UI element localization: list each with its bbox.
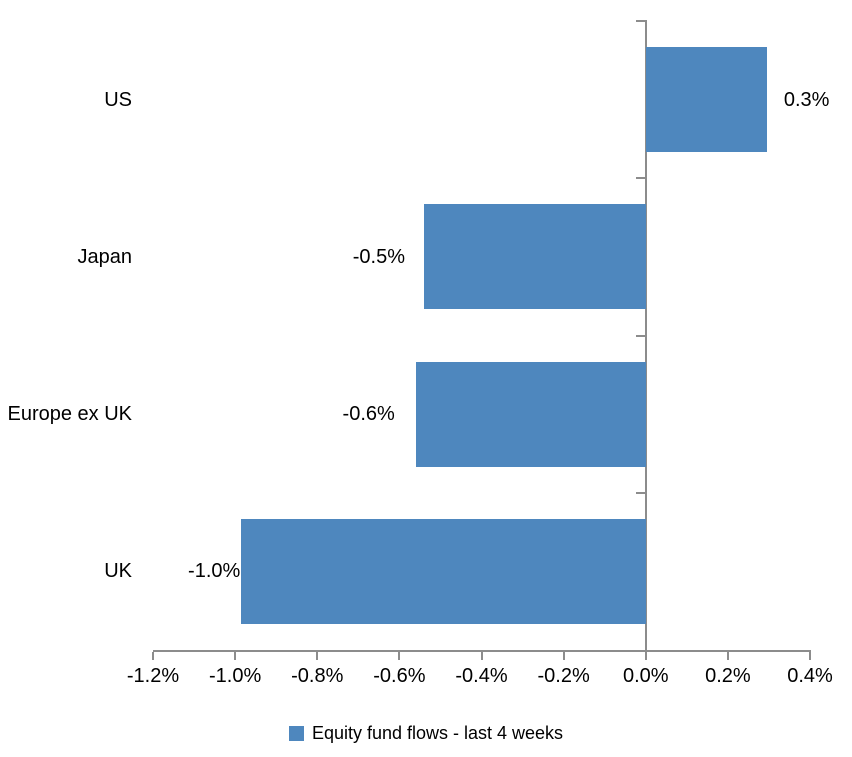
x-tick-label-5: -0.2% [537,665,590,687]
category-tick-3 [635,491,647,494]
x-tick-5 [562,652,565,660]
category-label-europe-ex-uk: Europe ex UK [7,403,132,426]
value-label-uk: -1.0% [188,560,241,583]
value-label-europe-ex-uk: -0.6% [342,403,395,426]
x-tick-0 [152,652,154,660]
zero-axis-line [644,21,647,652]
x-tick-7 [726,652,729,660]
legend-label: Equity fund flows - last 4 weeks [311,723,564,743]
x-tick-label-3: -0.6% [373,665,426,687]
category-tick-2 [635,334,647,337]
legend-marker-icon [288,725,304,741]
x-tick-4 [480,652,483,660]
bar-japan [424,204,646,310]
category-label-japan: Japan [77,245,133,268]
value-label-japan: -0.5% [352,245,405,268]
x-tick-label-2: -0.8% [291,665,344,687]
x-axis-line [153,650,811,652]
x-tick-3 [398,652,401,660]
category-label-uk: UK [104,560,132,583]
x-tick-6 [644,652,647,660]
category-tick-1 [635,177,647,180]
legend: Equity fund flows - last 4 weeks [0,720,852,746]
x-tick-2 [316,652,319,660]
x-tick-1 [234,652,237,660]
x-tick-8 [809,652,811,660]
bar-uk [241,518,646,624]
x-tick-label-7: 0.2% [705,665,751,687]
bar-us [645,47,767,153]
x-tick-label-1: -1.0% [209,665,262,687]
x-tick-label-8: 0.4% [787,665,833,687]
category-label-us: US [104,88,132,111]
bar-europe-ex-uk [415,361,646,467]
category-tick-0 [635,20,647,22]
value-label-us: 0.3% [783,88,830,111]
x-tick-label-0: -1.2% [126,665,180,687]
x-tick-label-6: 0.0% [622,665,669,687]
x-tick-label-4: -0.4% [455,665,508,687]
